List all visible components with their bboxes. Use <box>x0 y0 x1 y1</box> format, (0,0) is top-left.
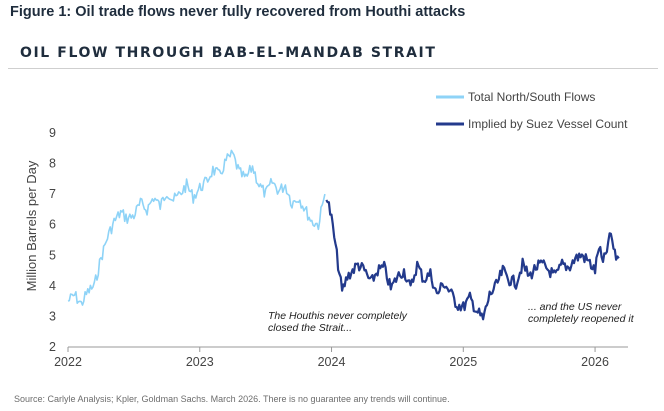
annotation-text: completely reopened it <box>528 313 635 325</box>
y-tick-label: 9 <box>49 126 56 140</box>
y-tick-label: 6 <box>49 218 56 232</box>
series-line-total-flows <box>67 149 326 306</box>
x-tick-label: 2022 <box>54 355 82 369</box>
chart-axes: 2 3 4 5 6 7 8 9 2022 2023 2024 2025 2026 <box>49 126 628 369</box>
y-tick-label: 7 <box>49 187 56 201</box>
annotation-text: ... and the US never <box>528 301 622 313</box>
title-rule <box>8 68 658 69</box>
legend-label: Total North/South Flows <box>468 90 595 104</box>
annotation-text: The Houthis never completely <box>268 310 408 322</box>
x-tick-label: 2026 <box>581 355 609 369</box>
y-tick-label: 2 <box>49 340 56 354</box>
source-note: Source: Carlyle Analysis; Kpler, Goldman… <box>14 394 450 404</box>
y-tick-label: 5 <box>49 248 56 262</box>
y-tick-label: 4 <box>49 279 56 293</box>
x-tick-label: 2025 <box>449 355 477 369</box>
y-tick-label: 8 <box>49 157 56 171</box>
y-axis-label: Million Barrels per Day <box>24 160 39 291</box>
figure-title: Figure 1: Oil trade flows never fully re… <box>10 4 466 20</box>
legend-label: Implied by Suez Vessel Count <box>468 117 628 131</box>
y-tick-label: 3 <box>49 309 56 323</box>
chart-lines <box>67 149 620 321</box>
chart-title: OIL FLOW THROUGH BAB-EL-MANDAB STRAIT <box>20 45 437 61</box>
series-line-suez-implied <box>325 199 620 321</box>
x-tick-label: 2024 <box>318 355 346 369</box>
x-tick-label: 2023 <box>186 355 214 369</box>
annotation-text: closed the Strait... <box>268 322 352 334</box>
chart-legend: Total North/South Flows Implied by Suez V… <box>436 90 628 131</box>
